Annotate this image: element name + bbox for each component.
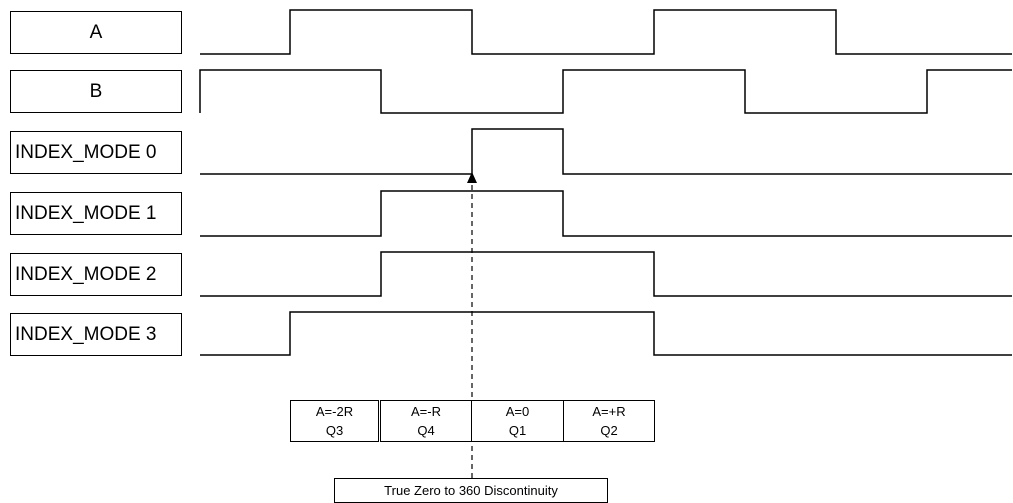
discontinuity-arrowhead — [467, 172, 477, 183]
quadrant-cell-q3: A=-2R Q3 — [290, 400, 379, 442]
signal-label-index-mode-0: INDEX_MODE 0 — [10, 131, 182, 174]
quadrant-value: A=0 — [505, 404, 530, 419]
discontinuity-caption: True Zero to 360 Discontinuity — [334, 478, 608, 503]
quadrant-name: Q2 — [600, 423, 618, 438]
quadrant-value: A=-2R — [315, 404, 354, 419]
signal-label-index-mode-2: INDEX_MODE 2 — [10, 253, 182, 296]
quadrant-name: Q1 — [508, 423, 527, 438]
quadrant-cell-q1: A=0 Q1 — [471, 400, 564, 442]
quadrant-name: Q4 — [417, 423, 435, 438]
waveform-a — [200, 9, 1012, 55]
waveform-b — [199, 69, 1012, 114]
signal-label-index-mode-1: INDEX_MODE 1 — [10, 192, 182, 235]
quadrant-value: A=-R — [411, 404, 441, 419]
quadrant-value: A=+R — [592, 404, 626, 419]
signal-label-a: A — [10, 11, 182, 54]
quadrant-cell-q2: A=+R Q2 — [563, 400, 655, 442]
signal-label-index-mode-3: INDEX_MODE 3 — [10, 313, 182, 356]
waveform-index-mode-3 — [200, 311, 1012, 356]
quadrant-cell-q4: A=-R Q4 — [380, 400, 472, 442]
signal-label-b: B — [10, 70, 182, 113]
quadrant-name: Q3 — [325, 423, 344, 438]
waveform-index-mode-1 — [200, 190, 1012, 237]
waveform-index-mode-0 — [200, 128, 1012, 175]
waveform-index-mode-2 — [200, 251, 1012, 297]
